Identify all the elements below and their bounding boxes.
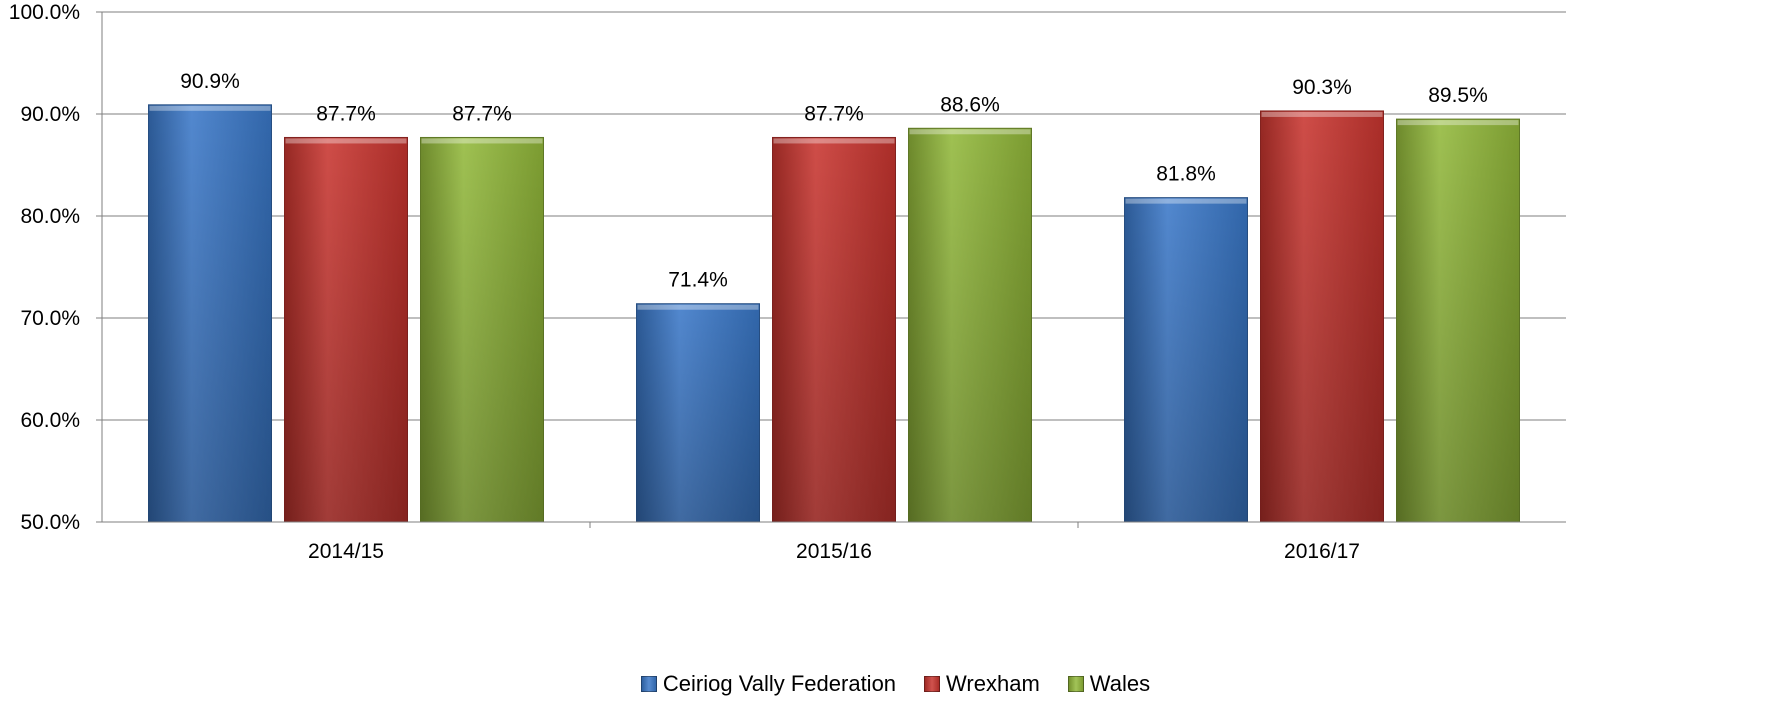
legend-item: Ceiriog Vally Federation	[640, 671, 897, 697]
data-labels: 90.9% 87.7% 87.7% 71.4% 87.7% 88.6% 81.8% 90.3%…	[180, 70, 1488, 292]
data-label: 87.7%	[316, 102, 376, 125]
legend-swatch	[640, 676, 657, 692]
bar-highlight	[285, 138, 407, 144]
bar-highlight	[637, 304, 759, 310]
y-tick-label: 90.0%	[20, 103, 80, 126]
bar-shade	[148, 104, 272, 522]
legend-label: Wales	[1089, 671, 1151, 696]
bars	[148, 104, 1520, 523]
y-tick-label: 60.0%	[20, 409, 80, 432]
bar-highlight	[773, 138, 895, 144]
bar-shade	[1260, 110, 1384, 522]
y-tick-label: 70.0%	[20, 307, 80, 330]
bar-shade	[420, 137, 544, 522]
y-tick-label: 80.0%	[20, 205, 80, 228]
axes: 50.0% 60.0% 70.0% 80.0% 90.0% 100.0% 2014/15 20…	[9, 1, 1566, 563]
legend-swatch	[1067, 676, 1084, 692]
bar-highlight	[909, 129, 1031, 135]
data-label: 81.8%	[1156, 163, 1216, 186]
data-label: 90.3%	[1292, 76, 1352, 99]
data-label: 88.6%	[940, 93, 1000, 116]
legend: Ceiriog Vally Federation Wrexham Wales	[0, 668, 1791, 700]
bar-shade	[284, 137, 408, 522]
y-tick-label: 50.0%	[20, 511, 80, 534]
legend-swatch	[924, 676, 941, 692]
bar-shade	[636, 303, 760, 522]
legend-label: Ceiriog Vally Federation	[662, 671, 897, 696]
data-label: 87.7%	[452, 102, 512, 125]
x-tick-label: 2014/15	[308, 540, 384, 563]
x-tick-label: 2016/17	[1284, 540, 1360, 563]
data-label: 90.9%	[180, 70, 240, 93]
bar-shade	[908, 128, 1032, 522]
bar-highlight	[1397, 120, 1519, 126]
legend-item: Wales	[1067, 671, 1151, 697]
bar-shade	[1396, 119, 1520, 522]
legend-label: Wrexham	[946, 671, 1040, 696]
data-label: 71.4%	[668, 269, 728, 292]
bar-highlight	[1125, 198, 1247, 204]
data-label: 87.7%	[804, 102, 864, 125]
bar-highlight	[1261, 111, 1383, 117]
bar-shade	[772, 137, 896, 522]
data-label: 89.5%	[1428, 84, 1488, 107]
legend-item: Wrexham	[924, 671, 1040, 697]
bar-highlight	[149, 105, 271, 111]
bar-shade	[1124, 197, 1248, 522]
x-tick-label: 2015/16	[796, 540, 872, 563]
bar-highlight	[421, 138, 543, 144]
y-tick-label: 100.0%	[9, 1, 80, 24]
